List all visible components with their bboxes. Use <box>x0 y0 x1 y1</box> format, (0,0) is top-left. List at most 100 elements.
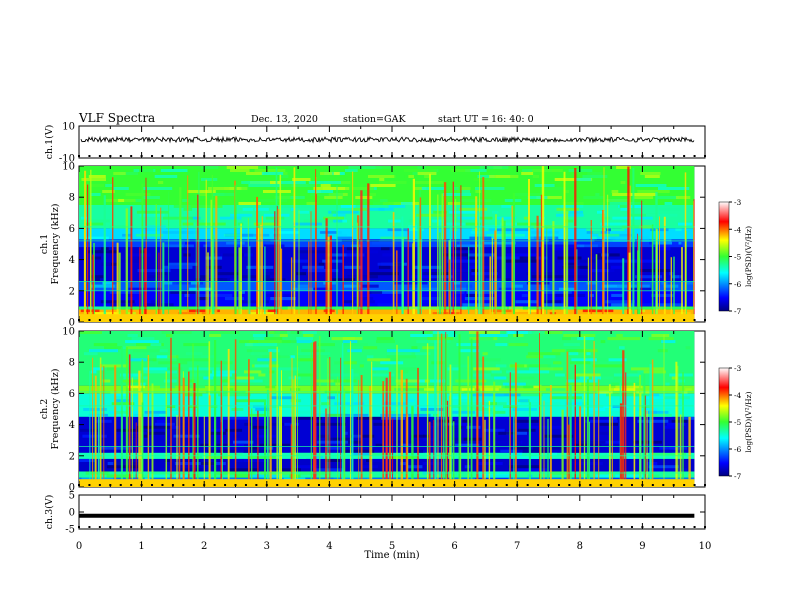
time-marker <box>391 155 393 157</box>
spectrogram-texture <box>123 376 148 380</box>
spectrogram-texture <box>606 269 615 273</box>
spectrogram-texture <box>294 425 299 429</box>
spectrogram-texture <box>600 340 606 344</box>
spectrogram-texture <box>568 169 593 172</box>
time-marker <box>182 484 185 486</box>
spectrogram-texture <box>400 443 407 447</box>
spectrogram-texture <box>86 236 109 240</box>
spectrogram-texture <box>255 408 270 411</box>
time-marker <box>464 319 467 321</box>
spectrogram-texture <box>90 193 101 196</box>
spectrogram-texture <box>288 376 301 380</box>
spectrogram-texture <box>587 172 603 175</box>
x-tick-label: 5 <box>389 541 395 552</box>
spectrogram-texture <box>595 193 600 196</box>
time-marker <box>526 155 529 157</box>
spectrogram-texture <box>162 216 193 220</box>
spectrogram-texture <box>83 184 104 187</box>
spectrogram-texture <box>388 205 406 208</box>
spectrogram-texture <box>355 196 373 199</box>
y-tick-label: 10 <box>62 162 75 173</box>
spectrogram-texture <box>400 202 413 205</box>
time-marker <box>651 319 654 321</box>
time-marker <box>276 526 279 528</box>
spectrogram-texture <box>97 290 107 294</box>
spectrogram-texture <box>543 244 575 248</box>
spectrogram-texture <box>166 334 173 337</box>
spectrogram-texture <box>329 413 348 417</box>
spectrogram-texture <box>479 216 493 220</box>
time-marker <box>672 526 675 528</box>
spectrogram-texture <box>492 210 499 214</box>
spectrogram-texture <box>490 416 518 420</box>
time-marker <box>338 526 341 528</box>
spectrogram-texture <box>557 256 582 260</box>
spectrogram-texture <box>98 247 109 251</box>
spectrogram-texture <box>144 477 151 481</box>
spectrogram-texture <box>233 434 241 438</box>
spectrogram-texture <box>410 334 433 337</box>
spectrogram-texture <box>233 443 245 447</box>
spectrogram-texture <box>568 352 579 356</box>
spectrogram-texture <box>595 474 612 478</box>
spectrogram-texture <box>423 434 429 438</box>
spectrogram-texture <box>541 187 567 190</box>
spectrogram-texture <box>505 259 537 263</box>
spectrogram-texture <box>482 222 513 226</box>
spectrogram-texture <box>110 303 133 307</box>
spectrogram-texture <box>512 393 543 397</box>
spectrogram-texture <box>303 334 314 337</box>
spectrogram-texture <box>309 293 330 297</box>
spectrogram-texture <box>659 396 690 400</box>
spectrogram-texture <box>164 281 177 285</box>
time-marker <box>422 484 425 486</box>
spectrogram-texture <box>99 364 129 368</box>
spectrogram-texture <box>410 474 433 478</box>
spectrogram-texture <box>574 373 601 377</box>
spectrogram-texture <box>146 425 172 429</box>
spectrogram-texture <box>516 455 540 459</box>
spectrogram-texture <box>406 399 415 403</box>
spectrogram-texture <box>140 231 161 234</box>
colorbar-tick-label: -6 <box>734 280 742 289</box>
spectrogram-texture <box>533 446 567 450</box>
spectrogram-texture <box>359 364 364 368</box>
time-marker <box>119 319 122 321</box>
time-marker <box>255 155 258 157</box>
spectrogram-texture <box>200 355 215 359</box>
spectrogram-texture <box>658 187 690 190</box>
spectrogram-texture <box>318 434 330 438</box>
spectrogram-texture <box>607 337 640 341</box>
time-marker <box>317 319 320 321</box>
spectrogram-texture <box>513 419 539 423</box>
y-axis-label: ch.1(V) <box>44 125 55 160</box>
time-marker <box>411 484 414 486</box>
spectrogram-texture <box>369 300 375 304</box>
spectrogram-texture <box>235 458 243 462</box>
y-axis-label: ch.3(V) <box>44 495 55 530</box>
spectrogram-texture <box>376 370 397 374</box>
spectrogram-texture <box>89 349 118 353</box>
spectrogram-texture <box>125 172 139 175</box>
spectrogram-texture <box>475 477 509 481</box>
time-marker <box>140 484 143 486</box>
spectrogram-texture <box>363 346 378 350</box>
spectrogram-texture <box>385 358 400 362</box>
time-marker <box>276 155 279 157</box>
time-marker <box>161 319 164 321</box>
spectrogram-texture <box>605 259 638 263</box>
spectrogram-texture <box>606 199 630 202</box>
spectrogram-texture <box>414 187 427 190</box>
spectrogram-texture <box>378 265 391 269</box>
spectrogram-texture <box>272 405 295 408</box>
spectrogram-texture <box>450 410 475 414</box>
spectrogram-texture <box>137 269 171 273</box>
time-marker <box>651 155 654 157</box>
spectrogram-texture <box>459 241 471 245</box>
spectrogram-texture <box>456 244 483 248</box>
spectrogram-texture <box>612 216 641 220</box>
spectrogram-texture <box>165 437 180 441</box>
time-marker <box>78 319 80 321</box>
spectrogram-texture <box>519 399 529 403</box>
spectrogram-texture <box>156 272 167 276</box>
